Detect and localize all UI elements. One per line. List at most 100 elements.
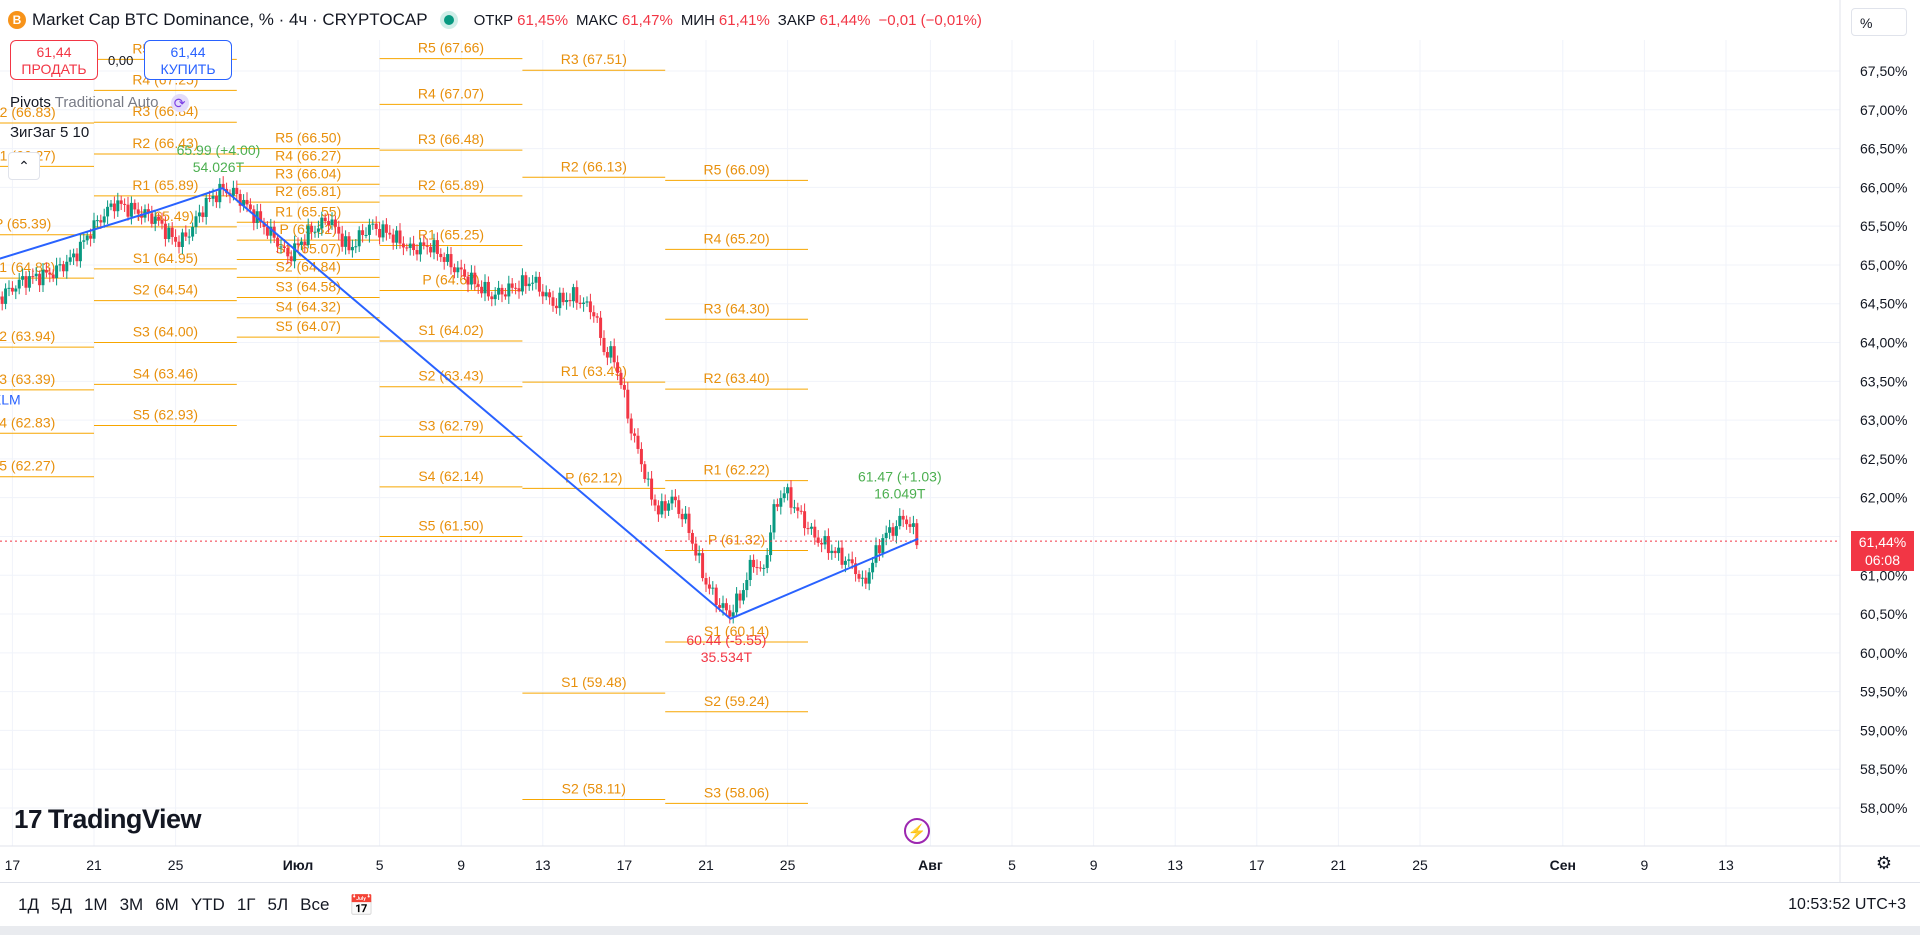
pivot-level-label: S1 (64.02) bbox=[418, 322, 483, 338]
range-5d-button[interactable]: 5Д bbox=[50, 895, 72, 914]
candle-body bbox=[469, 272, 473, 285]
candle-body bbox=[269, 226, 273, 236]
x-tick-label: 5 bbox=[376, 857, 384, 873]
range-all-button[interactable]: Все bbox=[300, 895, 330, 914]
candle-body bbox=[714, 587, 718, 606]
candle-body bbox=[344, 236, 348, 247]
candle-body bbox=[636, 435, 640, 449]
price-chart[interactable]: R2 (66.83)R1 (66.27)P (65.39)S1 (64.83)S… bbox=[0, 0, 1920, 882]
pivot-level-label: R2 (66.13) bbox=[561, 158, 627, 174]
range-ytd-button[interactable]: YTD bbox=[190, 895, 225, 914]
candle-body bbox=[874, 545, 878, 563]
buy-price: 61,44 bbox=[170, 44, 206, 60]
y-tick-label: 65,50% bbox=[1860, 218, 1907, 234]
pivot-level-label: P (65.39) bbox=[0, 216, 51, 232]
candle-body bbox=[320, 217, 324, 229]
x-tick-label: 21 bbox=[698, 857, 714, 873]
candle-body bbox=[439, 253, 443, 258]
candle-body bbox=[660, 501, 664, 515]
lightning-icon[interactable]: ⚡ bbox=[904, 818, 930, 844]
candle-body bbox=[242, 199, 246, 206]
x-tick-label: 17 bbox=[5, 857, 21, 873]
range-6m-button[interactable]: 6М bbox=[155, 895, 179, 914]
candle-body bbox=[245, 199, 249, 205]
candle-body bbox=[772, 504, 776, 533]
candle-body bbox=[340, 233, 344, 247]
zigzag-indicator-legend[interactable]: ЗигЗаг 5 10 bbox=[10, 124, 89, 141]
range-1m-button[interactable]: 1М bbox=[83, 895, 108, 914]
candle-body bbox=[497, 287, 501, 295]
zigzag-indicator: 65.99 (+4.00)54.026T 60.44 (-5.55)35.534T… bbox=[0, 142, 942, 665]
candle-body bbox=[483, 281, 487, 294]
candle-body bbox=[677, 500, 681, 514]
candle-body bbox=[578, 302, 582, 304]
pivot-level-label: R3 (66.48) bbox=[418, 131, 484, 147]
candle-body bbox=[599, 317, 603, 338]
range-1y-button[interactable]: 1Г bbox=[236, 895, 256, 914]
candle-body bbox=[160, 219, 164, 224]
candle-body bbox=[718, 605, 722, 608]
sell-price: 61,44 bbox=[36, 44, 72, 60]
x-tick-label: 13 bbox=[1718, 857, 1734, 873]
candle-body bbox=[782, 493, 786, 499]
candle-body bbox=[27, 276, 31, 288]
close-value: 61,44% bbox=[819, 11, 871, 29]
zigzag-name: ЗигЗаг bbox=[10, 124, 56, 141]
candle-body bbox=[701, 553, 705, 579]
candle-body bbox=[279, 246, 283, 248]
x-tick-label: Сен bbox=[1550, 857, 1576, 873]
candle-body bbox=[170, 227, 174, 237]
candle-body bbox=[561, 292, 565, 303]
candle-body bbox=[364, 234, 368, 236]
x-tick-label: 21 bbox=[86, 857, 102, 873]
candle-body bbox=[565, 300, 569, 303]
collapse-legend-button[interactable]: ⌃ bbox=[8, 152, 40, 180]
x-tick-label: 9 bbox=[1641, 857, 1649, 873]
buy-button[interactable]: 61,44 КУПИТЬ bbox=[144, 40, 232, 80]
pivots-indicator-legend[interactable]: Pivots Traditional Auto ⟳ bbox=[10, 94, 189, 113]
candle-body bbox=[864, 577, 868, 584]
candle-body bbox=[629, 418, 633, 434]
candle-body bbox=[830, 550, 834, 554]
candle-body bbox=[456, 267, 460, 273]
candle-body bbox=[806, 528, 810, 530]
y-tick-label: 61,00% bbox=[1860, 567, 1907, 583]
candle-body bbox=[361, 230, 365, 236]
price-axis: 58,00% 58,50% 59,00% 59,50% 60,00% 60,50% 61,0… bbox=[1860, 63, 1907, 816]
zigzag-label: 61.47 (+1.03) bbox=[858, 468, 942, 484]
range-3m-button[interactable]: 3М bbox=[119, 895, 144, 914]
candle-body bbox=[17, 279, 21, 289]
pivot-level-label: S1 (65.07) bbox=[276, 241, 341, 257]
candle-body bbox=[282, 246, 286, 248]
bitcoin-icon: B bbox=[8, 11, 26, 29]
candle-body bbox=[75, 253, 79, 262]
candle-body bbox=[231, 187, 235, 196]
candle-body bbox=[51, 274, 55, 279]
clock[interactable]: 10:53:52 UTC+3 bbox=[1788, 896, 1906, 913]
range-1d-button[interactable]: 1Д bbox=[18, 895, 39, 914]
candle-body bbox=[823, 536, 827, 545]
refresh-icon[interactable]: ⟳ bbox=[170, 94, 189, 113]
tradingview-logo[interactable]: 17 TradingView bbox=[14, 804, 201, 835]
calendar-icon[interactable]: 📅 bbox=[349, 894, 375, 917]
candle-body bbox=[803, 511, 807, 529]
sell-button[interactable]: 61,44 ПРОДАТЬ bbox=[10, 40, 98, 80]
gear-icon[interactable]: ⚙ bbox=[1875, 853, 1893, 873]
pivot-level-label: S3 (64.00) bbox=[133, 324, 198, 340]
candle-body bbox=[371, 223, 375, 225]
candle-body bbox=[840, 547, 844, 565]
unit-button[interactable]: % bbox=[1851, 8, 1907, 36]
pivot-level-label: S3 (63.39) bbox=[0, 371, 55, 387]
candle-body bbox=[41, 269, 45, 286]
range-5y-button[interactable]: 5Л bbox=[267, 895, 289, 914]
candle-body bbox=[55, 265, 59, 279]
candle-body bbox=[68, 257, 72, 262]
x-tick-label: 17 bbox=[1249, 857, 1265, 873]
pivot-level-label: R2 (65.81) bbox=[275, 183, 341, 199]
y-tick-label: 64,00% bbox=[1860, 335, 1907, 351]
candle-body bbox=[10, 287, 14, 292]
candle-body bbox=[503, 294, 507, 297]
candle-body bbox=[735, 593, 739, 613]
symbol-title[interactable]: Market Cap BTC Dominance, % · 4ч · CRYPT… bbox=[32, 10, 428, 29]
candle-body bbox=[31, 276, 35, 278]
